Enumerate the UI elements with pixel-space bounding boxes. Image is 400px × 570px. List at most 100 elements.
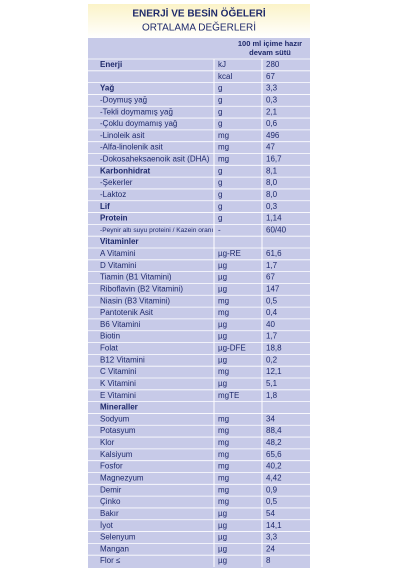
row-unit: kcal [218,72,232,81]
row-label: Yağ [100,84,114,93]
title: ENERJİ VE BESİN ÖĞELERİ [132,7,266,20]
row-value: 2,1 [266,107,278,116]
row-label: Klor [100,438,115,447]
row-label: Magnezyum [100,474,144,483]
row-unit: mg [218,485,229,494]
row-value: 40,2 [266,462,282,471]
row-value: 3,3 [266,533,278,542]
row-label: -Doymuş yağ [100,95,147,104]
row-label: Protein [100,214,128,223]
row-value: 61,6 [266,249,282,258]
row-label: Karbonhidrat [100,166,151,175]
row-value: 12,1 [266,367,282,376]
row-label: Sodyum [100,414,130,423]
row-label: Flor ≤ [100,556,121,565]
column-header: 100 ml içime hazır [238,39,302,48]
row-unit: µg [218,521,227,530]
row-label: Vitaminler [100,237,139,246]
row-unit: µg [218,332,227,341]
row-label: -Peynir altı suyu proteini / Kazein oran… [100,227,213,234]
row-value: 280 [266,60,280,69]
row-label: Pantotenik Asit [100,308,154,317]
row-value: 0,6 [266,119,278,128]
row-value: 16,7 [266,155,282,164]
row-unit: mgTE [218,391,239,400]
row-label: İyot [100,521,114,530]
row-label: Selenyum [100,533,136,542]
row-value: 0,5 [266,497,278,506]
row-unit: µg [218,355,227,364]
row-unit: mg [218,296,229,305]
row-value: 3,3 [266,84,278,93]
subtitle: ORTALAMA DEĞERLERİ [142,21,256,34]
row-value: 8,0 [266,190,278,199]
row-label: Fosfor [100,462,123,471]
row-unit: g [218,202,222,211]
row-value: 1,8 [266,391,278,400]
row-value: 48,2 [266,438,282,447]
row-value: 4,42 [266,474,282,483]
row-label: C Vitamini [100,367,137,376]
row-label: -Laktoz [100,190,126,199]
row-label: Folat [100,344,119,353]
row-unit: mg [218,143,229,152]
row-unit: g [218,214,222,223]
row-unit: g [218,166,222,175]
row-unit: mg [218,367,229,376]
row-unit: mg [218,438,229,447]
row-unit: mg [218,414,229,423]
row-value: 24 [266,544,275,553]
column-header: devam sütü [249,48,291,57]
row-unit: µg [218,261,227,270]
row-unit: g [218,95,222,104]
row-value: 18,8 [266,344,282,353]
row-unit: g [218,178,222,187]
row-label: Enerji [100,60,122,69]
row-label: A Vitamini [100,249,136,258]
row-unit: µg [218,544,227,553]
row-value: 8,1 [266,166,278,175]
row-label: -Şekerler [100,178,133,187]
table: Enerji kJ 280 kcal 67 Yağ g 3,3 -Doymuş yağ g 0,3 -… [88,58,310,567]
row-unit: µg [218,379,227,388]
row-value: 8 [266,556,271,565]
row-unit: kJ [218,60,226,69]
row-label: Çinko [100,497,121,506]
header-band [88,4,310,38]
row-label: -Alfa-linolenik asit [100,143,163,152]
row-unit: mg [218,474,229,483]
row-unit: mg [218,450,229,459]
row-unit: mg [218,131,229,140]
row-unit: g [218,119,222,128]
row-label: E Vitamini [100,391,136,400]
row-unit: µg [218,273,227,282]
row-label: -Çoklu doymamış yağ [100,119,177,128]
row-label: Bakır [100,509,119,518]
row-unit: g [218,84,222,93]
row-unit: - [218,225,221,234]
panel [88,4,310,568]
row-value: 1,14 [266,214,282,223]
row-value: 54 [266,509,275,518]
row-unit: mg [218,462,229,471]
row-value: 496 [266,131,280,140]
row-unit: g [218,190,222,199]
row-value: 40 [266,320,275,329]
row-label: Lif [100,202,110,211]
row-value: 60/40 [266,225,287,234]
row-value: 0,5 [266,296,278,305]
row-value: 147 [266,284,280,293]
row-unit: mg [218,426,229,435]
row-label: -Tekli doymamış yağ [100,107,173,116]
row-value: 1,7 [266,261,278,270]
row-label: Mangan [100,544,129,553]
row-label: Riboflavin (B2 Vitamini) [100,284,183,293]
row-unit: µg [218,533,227,542]
row-value: 0,3 [266,202,278,211]
row-value: 8,0 [266,178,278,187]
row-unit: g [218,107,222,116]
row-value: 65,6 [266,450,282,459]
row-label: Potasyum [100,426,136,435]
row-unit: µg [218,556,227,565]
